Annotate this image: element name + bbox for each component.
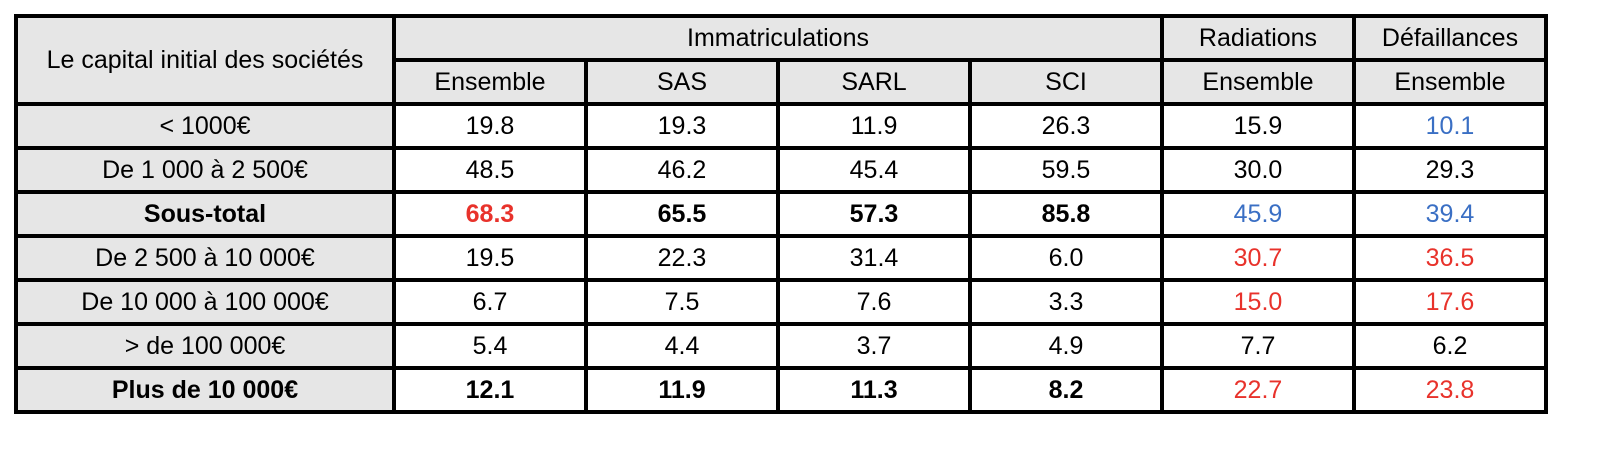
group-header: Défaillances [1352,14,1548,62]
table-cell: 30.0 [1160,146,1356,194]
table-cell: 26.3 [968,102,1164,150]
row-label: Plus de 10 000€ [14,366,396,414]
table-cell: 17.6 [1352,278,1548,326]
table-cell: 31.4 [776,234,972,282]
row-label: < 1000€ [14,102,396,150]
table-cell: 22.3 [584,234,780,282]
column-header: SCI [968,58,1164,106]
column-header: Ensemble [1352,58,1548,106]
column-header: SARL [776,58,972,106]
table-cell: 68.3 [392,190,588,238]
table-row: De 2 500 à 10 000€ 19.5 22.3 31.4 6.0 30.7 36.… [14,234,1548,282]
header-row: Le capital initial des sociétés Immatric… [14,14,1548,106]
row-label: > de 100 000€ [14,322,396,370]
row-label: De 1 000 à 2 500€ [14,146,396,194]
table-cell: 11.9 [584,366,780,414]
table-cell: 45.4 [776,146,972,194]
table-cell: 19.3 [584,102,780,150]
table-cell: 11.3 [776,366,972,414]
table-cell: 48.5 [392,146,588,194]
header-row: Ensemble SAS SARL SCI Ensemble Ensemble [16,58,1548,106]
column-header: Ensemble [1160,58,1356,106]
table-row: < 1000€ 19.8 19.3 11.9 26.3 15.9 10.1 [14,102,1548,150]
table-row: Plus de 10 000€ 12.1 11.9 11.3 8.2 22.7 23.8 [14,366,1548,414]
table-cell: 19.5 [392,234,588,282]
row-header-title: Le capital initial des sociétés [14,14,396,106]
table-cell: 12.1 [392,366,588,414]
table-cell: 15.0 [1160,278,1356,326]
table-row: De 10 000 à 100 000€ 6.7 7.5 7.6 3.3 15.0 17.6 [14,278,1548,326]
table-cell: 3.7 [776,322,972,370]
table-cell: 4.9 [968,322,1164,370]
table-cell: 59.5 [968,146,1164,194]
table-cell: 7.7 [1160,322,1356,370]
table: Le capital initial des sociétés Immatric… [14,14,1548,414]
table-cell: 7.6 [776,278,972,326]
table-cell: 22.7 [1160,366,1356,414]
table-cell: 85.8 [968,190,1164,238]
table-cell: 23.8 [1352,366,1548,414]
table-row: De 1 000 à 2 500€ 48.5 46.2 45.4 59.5 30.0 29.… [14,146,1548,194]
table-cell: 7.5 [584,278,780,326]
row-label: De 10 000 à 100 000€ [14,278,396,326]
table-cell: 4.4 [584,322,780,370]
column-header: Ensemble [392,58,588,106]
group-header: Radiations [1160,14,1356,62]
table-cell: 57.3 [776,190,972,238]
table-cell: 5.4 [392,322,588,370]
table-cell: 11.9 [776,102,972,150]
row-label: Sous-total [14,190,396,238]
table-cell: 36.5 [1352,234,1548,282]
table-cell: 6.2 [1352,322,1548,370]
table-cell: 6.0 [968,234,1164,282]
table-cell: 46.2 [584,146,780,194]
table-cell: 19.8 [392,102,588,150]
table-cell: 3.3 [968,278,1164,326]
table-cell: 10.1 [1352,102,1548,150]
column-header: SAS [584,58,780,106]
table-head: Le capital initial des sociétés Immatric… [14,14,1548,106]
table-cell: 39.4 [1352,190,1548,238]
table-cell: 29.3 [1352,146,1548,194]
table-cell: 8.2 [968,366,1164,414]
table-row: > de 100 000€ 5.4 4.4 3.7 4.9 7.7 6.2 [14,322,1548,370]
table-cell: 30.7 [1160,234,1356,282]
table-cell: 45.9 [1160,190,1356,238]
group-header: Immatriculations [392,14,1164,62]
table-cell: 15.9 [1160,102,1356,150]
table-cell: 6.7 [392,278,588,326]
table-cell: 65.5 [584,190,780,238]
row-label: De 2 500 à 10 000€ [14,234,396,282]
table-row: Sous-total 68.3 65.5 57.3 85.8 45.9 39.4 [14,190,1548,238]
table-body: < 1000€ 19.8 19.3 11.9 26.3 15.9 10.1 De 1 000 … [14,102,1548,414]
